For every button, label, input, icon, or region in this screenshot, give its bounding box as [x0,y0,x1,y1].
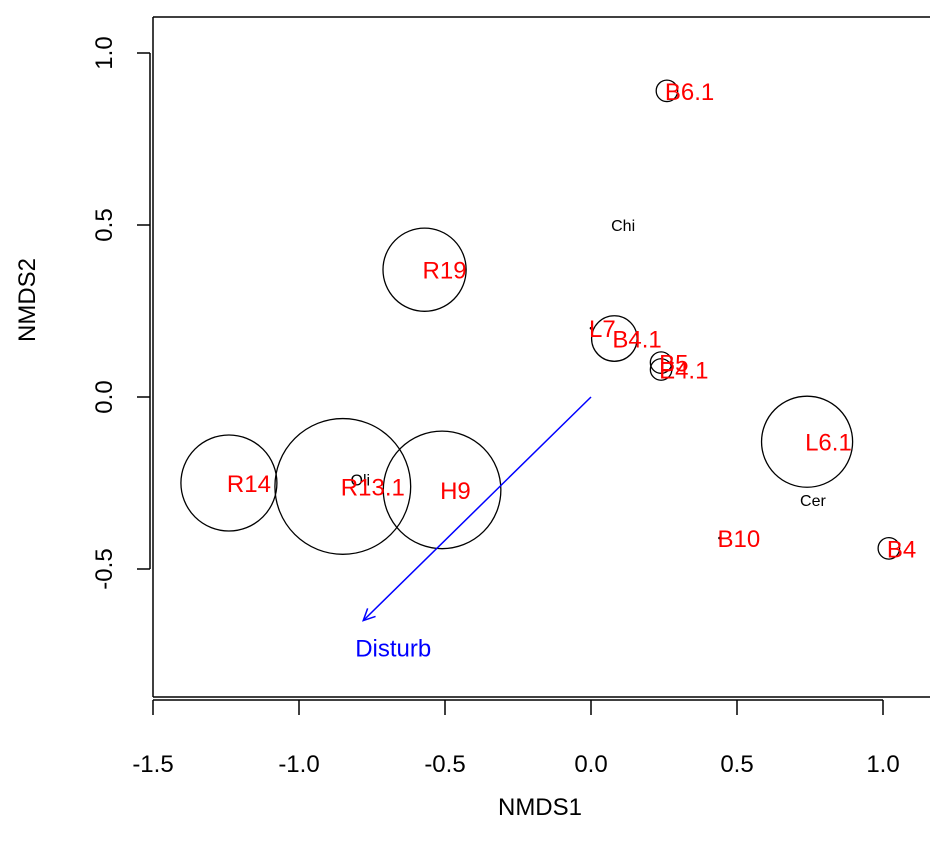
site-bubble [590,315,638,362]
site-bubble [655,79,679,103]
y-tick-label: 0.5 [91,208,118,241]
y-tick-label: -0.5 [91,548,118,589]
species-label: Oli [351,473,371,490]
site-bubble [274,417,412,555]
species-label: Chi [611,218,635,235]
site-bubble [382,430,502,550]
vector-label: Disturb [355,636,431,663]
y-tick-label: 0.0 [91,380,118,413]
x-tick-label: 0.5 [720,751,753,778]
site-point [589,326,593,330]
x-axis-title: NMDS1 [498,794,582,821]
site-bubbles [180,79,901,560]
x-tick-label: 1.0 [866,751,899,778]
site-label: R13.1 [341,474,405,501]
site-bubble [649,358,673,381]
site-label: R19 [423,258,467,285]
x-tick-label: -1.0 [278,751,319,778]
x-tick-label: -0.5 [424,751,465,778]
site-label: L7 [589,316,616,343]
x-axis: -1.5 -1.0 -0.5 0.0 0.5 1.0 [132,699,900,778]
site-label: B4 [887,536,916,563]
site-label: B10 [717,526,760,553]
x-tick-label: 0.0 [574,751,607,778]
site-label: R14 [227,471,271,498]
site-bubble [877,536,901,560]
y-tick-label: 1.0 [91,36,118,69]
y-axis-title: NMDS2 [14,258,41,342]
site-bubble [180,434,278,532]
y-axis: -0.5 0.0 0.5 1.0 [91,36,151,590]
species-label: Cer [800,493,826,510]
x-tick-label: -1.5 [132,751,173,778]
site-label: L6.1 [805,430,852,457]
site-bubble [649,351,673,374]
site-bubble [760,395,854,488]
site-bubble [382,227,467,312]
environmental-vectors: Disturb [355,396,592,663]
site-label: B6.1 [665,79,714,106]
site-label: B4.1 [612,327,661,354]
vector-arrow-shaft [362,396,592,622]
site-label: H9 [440,478,471,505]
site-label: E4.1 [659,357,708,384]
site-label: B5 [659,351,688,378]
vector-arrow-head [362,608,376,622]
species-labels: Chi Oli Cer [351,218,827,510]
site-point [718,536,721,540]
